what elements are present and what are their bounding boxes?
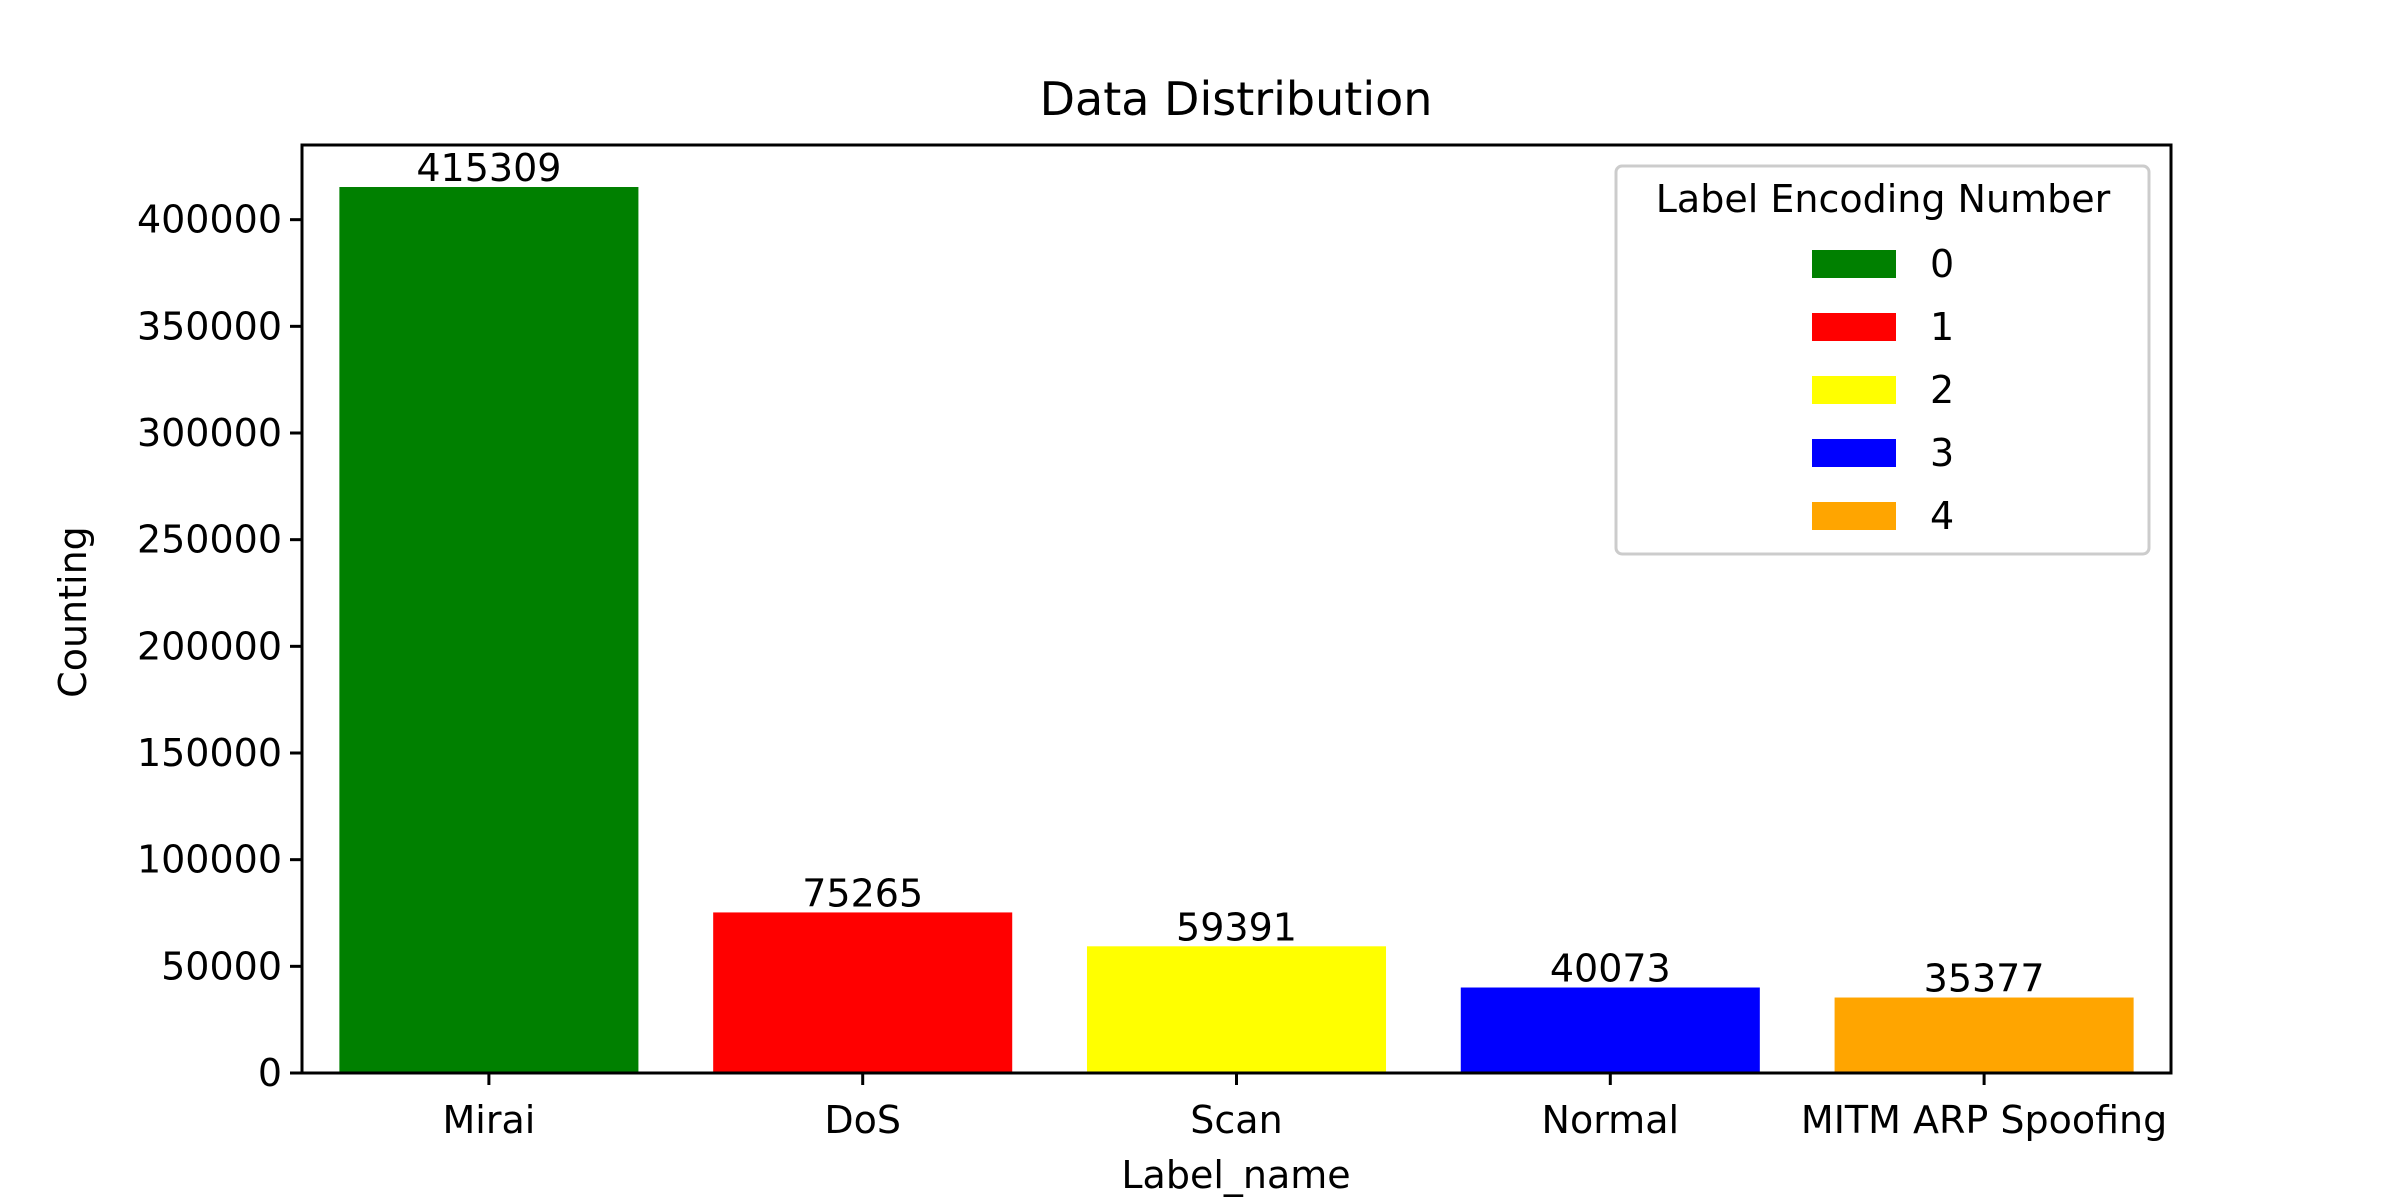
bar-value-label: 415309 [416, 146, 561, 190]
legend-title: Label Encoding Number [1656, 177, 2111, 221]
bar-value-label: 75265 [802, 871, 923, 915]
legend-box [1614, 164, 2151, 556]
x-axis-label: Label_name [1121, 1153, 1350, 1197]
y-tick-label: 150000 [137, 731, 282, 775]
y-tick-label: 100000 [137, 838, 282, 882]
x-tick-label: Scan [1190, 1098, 1282, 1142]
bar-value-label: 35377 [1924, 957, 2045, 1001]
y-tick-label: 350000 [137, 304, 282, 348]
y-tick-label: 300000 [137, 411, 282, 455]
plot-frame [300, 143, 2173, 1075]
chart-title: Data Distribution [1040, 72, 1433, 126]
y-axis-label: Counting [51, 526, 95, 698]
x-tick-label: Normal [1542, 1098, 1680, 1142]
bar [339, 187, 639, 1074]
bar-value-label: 40073 [1550, 947, 1671, 991]
y-tick-label: 250000 [137, 518, 282, 562]
bar [1834, 997, 2134, 1073]
legend-swatch [1812, 250, 1896, 278]
legend-entry-label: 1 [1930, 305, 1954, 349]
y-tick-label: 200000 [137, 624, 282, 668]
legend-entry-label: 0 [1930, 242, 1954, 286]
y-tick-label: 0 [258, 1051, 282, 1095]
bar [1460, 987, 1760, 1073]
bar [713, 912, 1013, 1073]
y-tick-label: 400000 [137, 198, 282, 242]
plot-area: 415309 Mirai 75265 DoS 59391 Scan 40073 Normal 3… [137, 143, 2173, 1142]
y-tick-label: 50000 [161, 944, 282, 988]
legend: Label Encoding Number 0 1 2 3 4 [1614, 164, 2151, 556]
bar [1086, 946, 1387, 1073]
legend-swatch [1812, 313, 1896, 341]
legend-entry-label: 2 [1930, 368, 1954, 412]
legend-entry-label: 3 [1930, 431, 1954, 475]
x-tick-label: MITM ARP Spoofing [1801, 1098, 2167, 1142]
x-tick-label: Mirai [442, 1098, 535, 1142]
legend-swatch [1812, 376, 1896, 404]
x-tick-label: DoS [824, 1098, 901, 1142]
legend-swatch [1812, 502, 1896, 530]
legend-swatch [1812, 439, 1896, 467]
legend-entry-label: 4 [1930, 494, 1954, 538]
bar-value-label: 59391 [1176, 905, 1297, 949]
